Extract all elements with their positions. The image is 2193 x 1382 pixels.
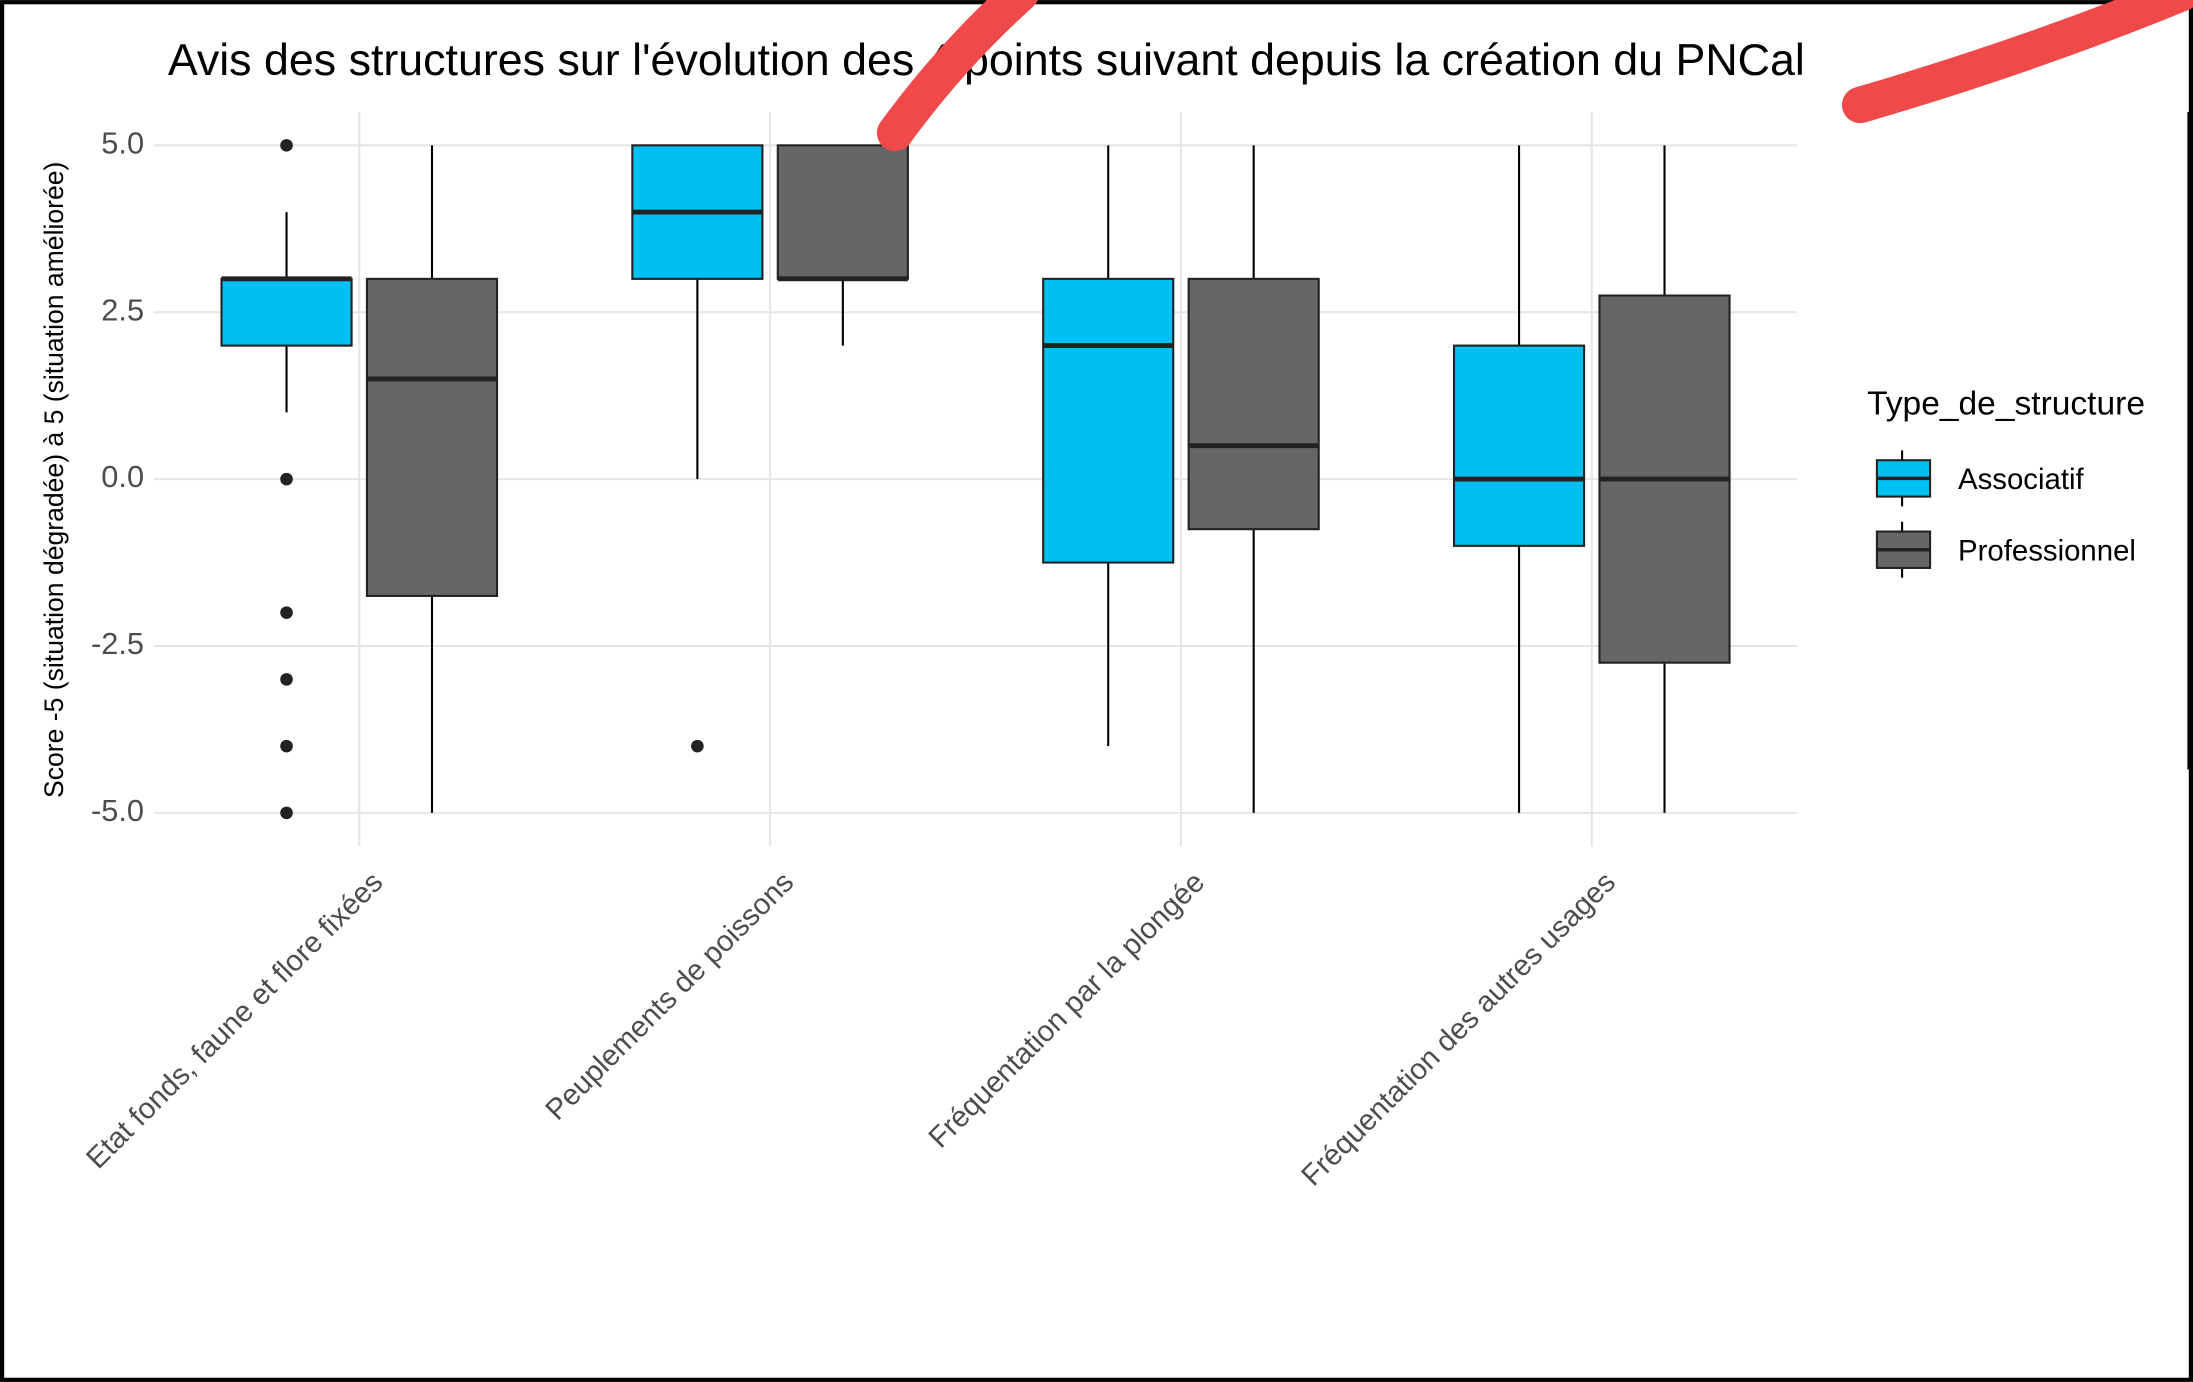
box xyxy=(1452,344,1586,547)
box xyxy=(1187,277,1320,531)
outlier xyxy=(280,606,293,619)
red-stroke xyxy=(876,0,1038,152)
red-stroke xyxy=(1841,0,2193,124)
box xyxy=(365,277,499,597)
outlier xyxy=(280,472,293,486)
annotation-strokes xyxy=(876,0,2193,152)
y-tick-label: 2.5 xyxy=(101,292,144,327)
outlier xyxy=(280,139,293,152)
y-axis-label: Score -5 (situation dégradée) à 5 (situa… xyxy=(39,162,69,798)
y-tick-label: -5.0 xyxy=(91,793,144,828)
box xyxy=(220,277,353,347)
outlier xyxy=(280,673,293,686)
box xyxy=(776,144,909,280)
y-tick-label: 5.0 xyxy=(101,125,144,160)
y-tick-label: 0.0 xyxy=(101,459,144,494)
outlier xyxy=(280,806,293,820)
y-tick-label: -2.5 xyxy=(91,626,144,661)
outlier xyxy=(691,739,704,753)
outlier xyxy=(280,739,293,753)
legend-label: Professionnel xyxy=(1958,534,2136,567)
legend-label: Associatif xyxy=(1958,463,2084,496)
legend-title: Type_de_structure xyxy=(1867,386,2145,423)
box xyxy=(1042,277,1175,564)
